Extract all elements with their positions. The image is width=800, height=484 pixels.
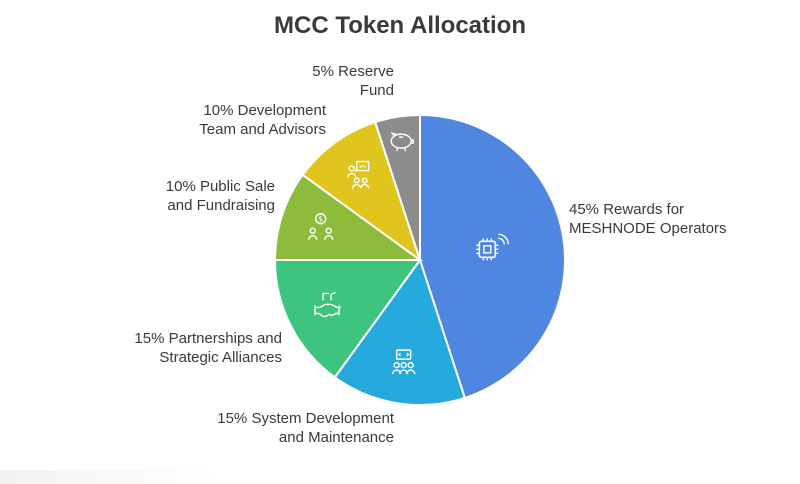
code-team-icon xyxy=(391,349,416,375)
pie-slice xyxy=(419,113,566,400)
label-dev-team: 10% Development Team and Advisors xyxy=(199,102,326,138)
handshake-icon xyxy=(314,291,341,318)
label-partnerships: 15% Partnerships and Strategic Alliances xyxy=(134,330,282,366)
label-reserve: 5% Reserve Fund xyxy=(312,63,394,99)
label-public-sale: 10% Public Sale and Fundraising xyxy=(165,178,275,214)
pie-slice xyxy=(373,113,421,261)
chip-signal-icon xyxy=(476,233,510,261)
chart-title: MCC Token Allocation xyxy=(274,12,526,39)
label-system-development: 15% System Development and Maintenance xyxy=(217,410,394,446)
pie-slice xyxy=(273,259,422,379)
bottom-fade xyxy=(0,470,220,484)
svg-text:$: $ xyxy=(318,215,323,224)
pie-slice xyxy=(273,173,424,261)
people-money-icon: $ xyxy=(308,213,334,240)
label-rewards: 45% Rewards for MESHNODE Operators xyxy=(569,201,727,237)
piggy-bank-icon xyxy=(390,132,414,152)
pie-slice xyxy=(333,257,467,406)
pie-slice xyxy=(301,120,422,263)
presentation-team-icon xyxy=(346,160,370,189)
